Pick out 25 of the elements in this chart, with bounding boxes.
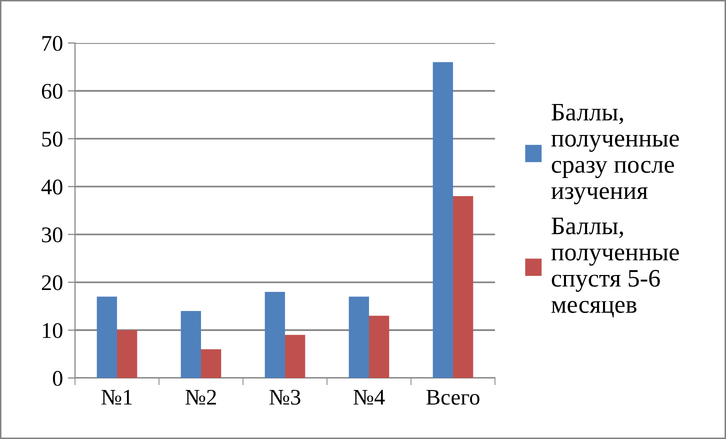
y-tick-label: 10 [42,323,62,338]
x-tick-label: Всего [426,390,480,405]
bar [348,296,369,378]
y-tick-label: 20 [42,275,62,290]
bar [453,196,474,378]
bar [96,296,117,378]
y-tick-label: 50 [42,132,62,147]
bar [201,349,222,378]
x-tick-label: №1 [101,390,132,405]
bar [117,330,138,378]
x-tick-label: №2 [185,390,216,405]
bar [369,316,390,378]
legend-label: Баллы, полученные сразу после изучения [551,104,679,204]
y-tick-label: 40 [41,180,62,194]
y-tick-label: 30 [42,227,62,242]
bar [264,292,285,378]
y-tick-label: 60 [42,84,62,99]
bar [285,334,306,378]
y-tick-label: 0 [52,370,62,386]
x-tick-label: №4 [353,390,385,405]
bar [432,62,453,378]
y-tick-label: 70 [42,36,62,51]
bar [180,311,201,378]
x-tick-label: №3 [269,390,300,405]
legend-label: Баллы, полученные спустя 5-6 месяцев [551,218,679,318]
